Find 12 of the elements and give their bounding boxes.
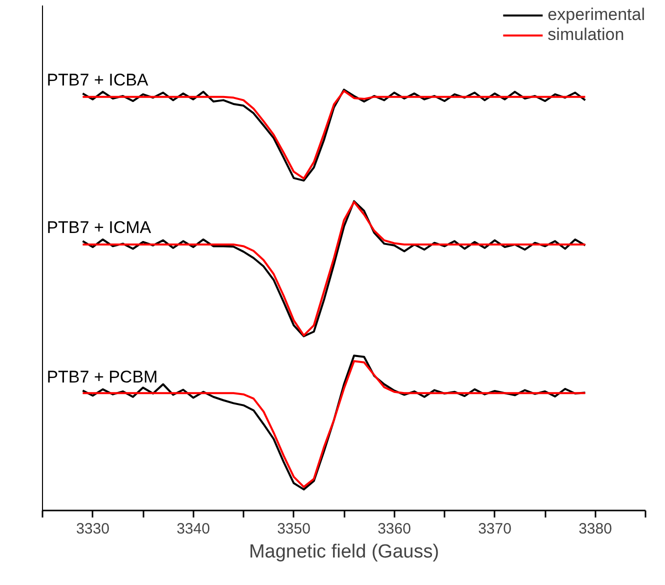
x-tick-label: 3370 (478, 520, 512, 538)
legend-label: simulation (548, 25, 624, 45)
x-axis-title: Magnetic field (Gauss) (248, 542, 440, 562)
x-tick-label: 3340 (176, 520, 210, 538)
legend-label: experimental (548, 5, 645, 25)
x-tick-label: 3330 (76, 520, 110, 538)
x-tick-label: 3360 (378, 520, 411, 538)
annotation: PTB7 + ICMA (46, 218, 152, 238)
x-tick-label: 3380 (578, 520, 612, 538)
x-tick-label: 3350 (277, 520, 310, 538)
text: PTB7 + ICBA (46, 70, 149, 90)
annotation: PTB7 + PCBM (46, 368, 158, 387)
